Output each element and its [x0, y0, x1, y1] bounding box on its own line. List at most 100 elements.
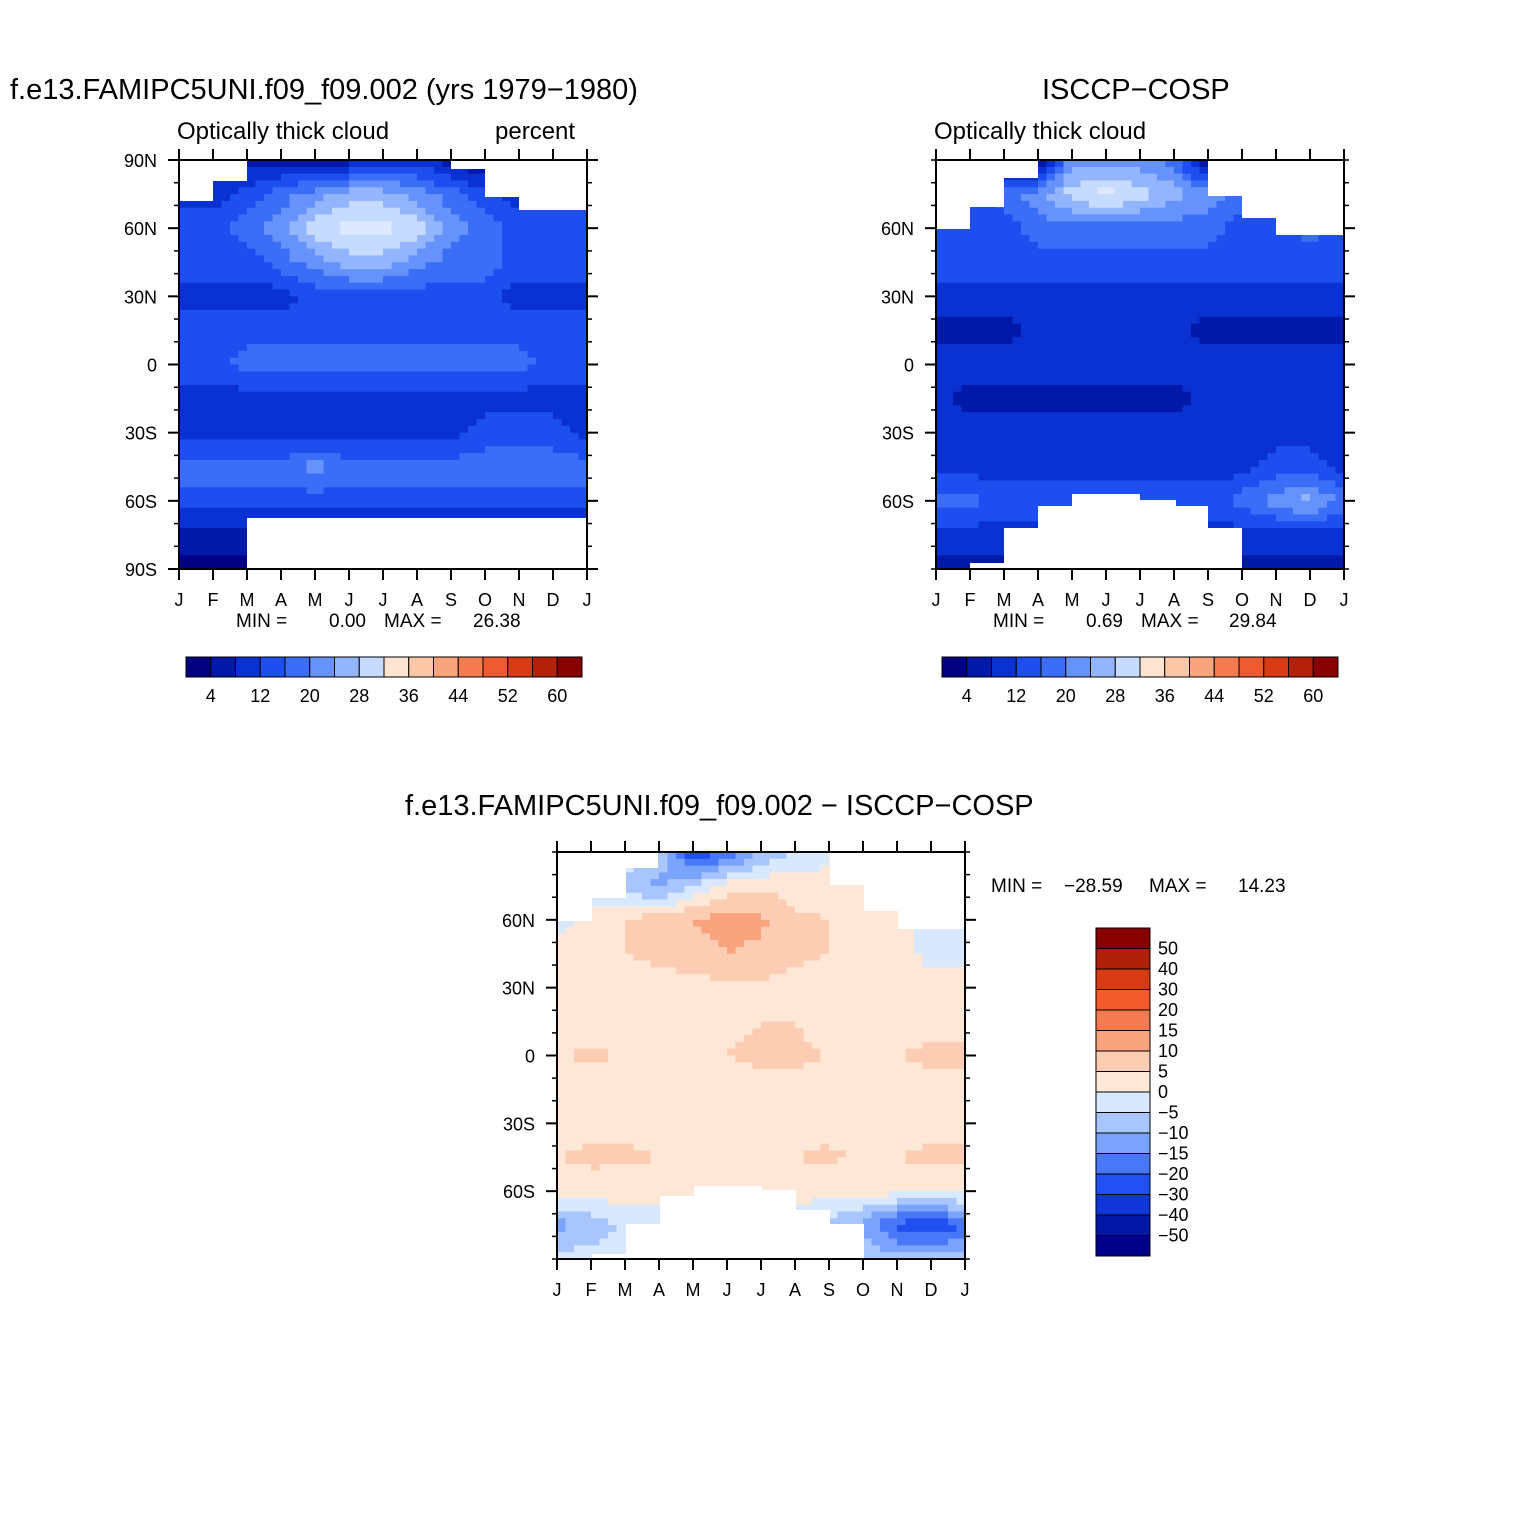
contour-cell — [1004, 241, 1014, 250]
contour-cell — [978, 323, 988, 332]
contour-cell — [1089, 473, 1099, 481]
contour-cell — [357, 337, 367, 345]
contour-cell — [1174, 296, 1184, 304]
contour-cell — [383, 275, 393, 284]
contour-cell — [1165, 180, 1175, 188]
contour-cell — [425, 500, 435, 509]
contour-cell — [459, 350, 469, 359]
contour-cell — [527, 357, 537, 366]
contour-cell — [1123, 432, 1133, 441]
contour-cell — [953, 473, 963, 481]
contour-cell — [578, 234, 588, 243]
contour-cell — [961, 521, 971, 529]
contour-cell — [953, 323, 963, 332]
contour-cell — [179, 398, 189, 406]
contour-cell — [1038, 303, 1048, 311]
contour-cell — [1004, 269, 1014, 277]
contour-cell — [1199, 439, 1209, 447]
contour-cell — [1148, 378, 1158, 386]
contour-cell — [978, 391, 988, 400]
contour-cell — [578, 391, 588, 400]
contour-cell — [272, 309, 282, 318]
contour-cell — [425, 207, 435, 216]
contour-cell — [485, 269, 495, 277]
contour-cell — [349, 432, 359, 441]
contour-cell — [315, 384, 325, 393]
contour-cell — [187, 541, 197, 550]
contour-cell — [434, 439, 444, 447]
contour-cell — [1021, 275, 1031, 284]
contour-cell — [349, 180, 359, 188]
contour-cell — [425, 255, 435, 263]
contour-cell — [1063, 453, 1073, 461]
contour-cell — [451, 248, 461, 257]
contour-cell — [221, 255, 231, 263]
contour-cell — [238, 228, 248, 236]
contour-cell — [1004, 221, 1014, 229]
contour-cell — [1097, 241, 1107, 250]
contour-cell — [944, 255, 954, 263]
contour-cell — [553, 384, 563, 393]
contour-cell — [272, 180, 282, 188]
contour-cell — [1208, 289, 1218, 297]
contour-cell — [1080, 432, 1090, 441]
contour-cell — [527, 494, 537, 502]
contour-cell — [1157, 405, 1167, 413]
contour-cell — [187, 282, 197, 291]
contour-cell — [961, 303, 971, 311]
contour-cell — [1055, 425, 1065, 434]
missing-data-region — [213, 160, 247, 181]
contour-cell — [255, 480, 265, 488]
contour-cell — [978, 350, 988, 359]
contour-cell — [238, 541, 248, 550]
contour-cell — [476, 255, 486, 263]
contour-cell — [468, 289, 478, 297]
contour-cell — [987, 350, 997, 359]
contour-cell — [459, 425, 469, 434]
contour-cell — [187, 309, 197, 318]
contour-cell — [519, 330, 529, 338]
contour-cell — [204, 262, 214, 270]
panel-units-model: percent — [495, 118, 576, 145]
contour-cell — [315, 371, 325, 379]
contour-cell — [374, 384, 384, 393]
contour-cell — [544, 378, 554, 386]
contour-cell — [417, 480, 427, 488]
contour-cell — [578, 214, 588, 222]
contour-cell — [408, 446, 418, 454]
contour-cell — [289, 350, 299, 359]
contour-cell — [349, 255, 359, 263]
contour-cell — [485, 494, 495, 502]
contour-cell — [434, 241, 444, 250]
contour-cell — [1106, 378, 1116, 386]
contour-cell — [953, 337, 963, 345]
contour-cell — [459, 330, 469, 338]
contour-cell — [357, 166, 367, 175]
contour-cell — [1174, 241, 1184, 250]
contour-cell — [1055, 494, 1065, 502]
contour-cell — [247, 344, 257, 352]
contour-cell — [264, 371, 274, 379]
contour-cell — [272, 487, 282, 495]
contour-cell — [306, 228, 316, 236]
contour-cell — [417, 398, 427, 406]
colorbar-swatch — [358, 656, 385, 678]
contour-cell — [1131, 364, 1141, 372]
contour-cell — [1191, 207, 1201, 216]
contour-cell — [1055, 262, 1065, 270]
contour-cell — [1199, 494, 1209, 502]
contour-cell — [374, 221, 384, 229]
contour-cell — [578, 507, 588, 516]
contour-cell — [1063, 289, 1073, 297]
contour-cell — [953, 275, 963, 284]
contour-cell — [493, 309, 503, 318]
contour-cell — [238, 296, 248, 304]
contour-cell — [1012, 344, 1022, 352]
contour-cell — [272, 228, 282, 236]
contour-cell — [1021, 425, 1031, 434]
contour-cell — [408, 296, 418, 304]
contour-cell — [289, 453, 299, 461]
contour-cell — [349, 173, 359, 182]
contour-cell — [519, 282, 529, 291]
contour-cell — [1080, 194, 1090, 202]
